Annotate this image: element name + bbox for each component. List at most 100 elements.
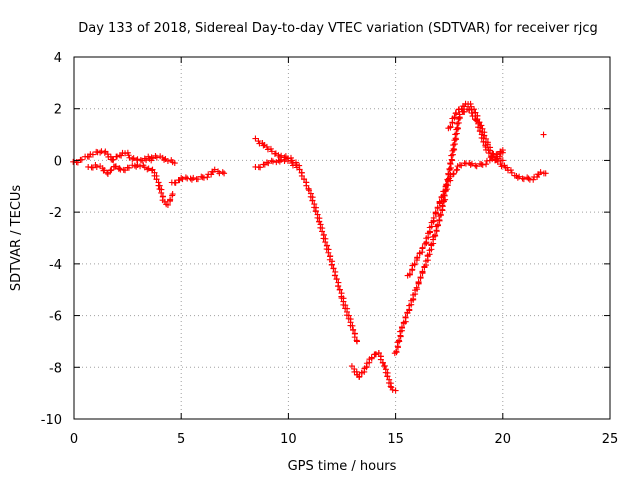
plus-marker (381, 363, 388, 370)
data-point (221, 170, 228, 177)
plus-marker (153, 176, 160, 183)
data-point (354, 338, 361, 345)
plus-marker (350, 327, 357, 334)
y-tick-label: -2 (49, 206, 62, 221)
data-point (110, 156, 117, 163)
plus-marker (268, 157, 275, 164)
data-point (269, 158, 276, 165)
plus-marker (461, 108, 468, 115)
data-point (430, 214, 437, 221)
data-point (507, 167, 514, 174)
plus-marker (221, 170, 228, 177)
plus-marker (373, 351, 380, 358)
plus-marker (204, 174, 211, 181)
data-point (93, 164, 100, 171)
data-point (134, 156, 141, 163)
plus-marker (328, 261, 335, 268)
data-point (458, 162, 465, 169)
data-point (481, 132, 488, 139)
plus-marker (129, 156, 136, 163)
plus-marker (145, 153, 152, 160)
plus-marker (187, 175, 194, 182)
series-arc-6 (252, 135, 303, 169)
plus-marker (134, 156, 141, 163)
data-point (477, 160, 484, 167)
plus-marker (351, 334, 358, 341)
plus-marker (322, 239, 329, 246)
data-point (328, 261, 335, 268)
y-tick-label: -6 (49, 310, 62, 325)
plus-marker (377, 356, 384, 363)
plus-marker (379, 359, 386, 366)
data-point (530, 176, 537, 183)
data-point (178, 174, 185, 181)
data-point (148, 154, 155, 161)
plus-marker (542, 170, 549, 177)
plus-marker (143, 157, 150, 164)
data-point (414, 254, 421, 261)
data-point (335, 283, 342, 290)
data-point (456, 111, 463, 118)
plus-marker (483, 161, 490, 168)
y-tick-label: -4 (49, 258, 62, 273)
data-point (179, 176, 186, 183)
data-point (477, 122, 484, 129)
plus-marker (319, 228, 326, 235)
plus-marker (474, 116, 481, 123)
plus-marker (149, 166, 156, 173)
plus-marker (178, 174, 185, 181)
plus-marker (349, 322, 356, 329)
data-point (263, 159, 270, 166)
plus-marker (504, 164, 511, 171)
plus-marker (118, 152, 125, 159)
plus-marker (458, 162, 465, 169)
data-point (508, 169, 515, 176)
data-point (436, 198, 443, 205)
plus-marker (467, 161, 474, 168)
data-point (349, 322, 356, 329)
data-point (514, 174, 521, 181)
data-point (393, 348, 400, 355)
data-point (471, 106, 478, 113)
plus-marker (130, 155, 137, 162)
data-point (143, 157, 150, 164)
data-point (108, 166, 115, 173)
plus-marker (172, 179, 179, 186)
plus-marker (481, 132, 488, 139)
data-point (137, 163, 144, 170)
plus-marker (148, 154, 155, 161)
data-point (118, 152, 125, 159)
plus-marker (540, 131, 547, 138)
plus-marker (498, 163, 505, 170)
plus-marker (198, 173, 205, 180)
plus-marker (325, 249, 332, 256)
plus-marker (415, 278, 422, 285)
plus-marker (389, 386, 396, 393)
plus-marker (398, 324, 405, 331)
plus-marker (516, 173, 523, 180)
plus-marker (525, 175, 532, 182)
data-point (319, 228, 326, 235)
plus-marker (419, 244, 426, 251)
plus-marker (309, 197, 316, 204)
plus-marker (265, 160, 272, 167)
data-point (450, 170, 457, 177)
data-point (137, 156, 144, 163)
plus-marker (335, 283, 342, 290)
plus-marker (93, 164, 100, 171)
plus-marker (450, 170, 457, 177)
data-point (476, 119, 483, 126)
plus-marker (413, 284, 420, 291)
x-tick-label: 5 (177, 432, 185, 447)
data-point (325, 249, 332, 256)
data-point (301, 176, 308, 183)
series-arc-7 (348, 349, 399, 394)
plus-marker (375, 350, 382, 357)
plus-marker (499, 157, 506, 164)
plus-marker (333, 276, 340, 283)
plot-frame (73, 56, 611, 420)
plus-marker (431, 232, 438, 239)
gridlines (74, 57, 610, 419)
data-point (167, 196, 174, 203)
